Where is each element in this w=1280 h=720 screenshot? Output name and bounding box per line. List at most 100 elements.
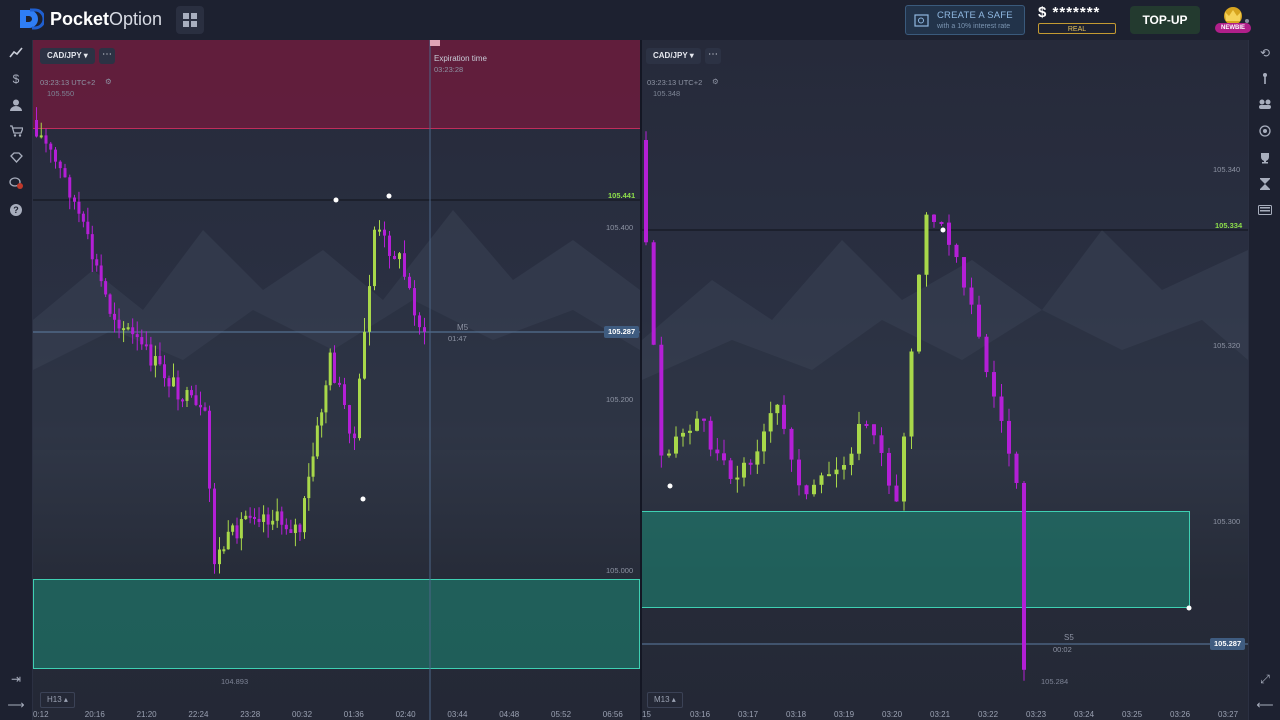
top-price-label: 105.348 [653,89,681,98]
timer-countdown: 01:47 [448,334,467,343]
asset-selector[interactable]: CAD/JPY ▾ [40,48,95,64]
candle-body [879,435,884,453]
candle-body [735,477,740,480]
safe-icon [914,14,929,27]
diamond-icon[interactable] [8,149,24,165]
candle-body [117,319,121,329]
candle-body [54,149,57,162]
collapse-icon[interactable]: ⟵ [1256,698,1274,712]
candle-body [280,511,284,525]
candle-body [695,418,699,431]
candle-body [728,460,733,479]
balance-display[interactable]: $ ******* [1038,4,1100,21]
timer-countdown: 00:02 [1053,645,1072,654]
target-icon[interactable] [1257,123,1273,139]
mountain-backdrop [33,210,640,450]
x-tick: 03:24 [1074,710,1095,719]
candle-body [73,197,76,202]
candle-body [378,229,381,232]
candle-body [293,524,297,534]
cart-icon[interactable] [8,123,24,139]
candle-body [748,462,753,465]
candle-body [135,334,139,338]
candle-body [153,356,157,366]
x-tick: 03:18 [786,710,807,719]
candle-body [253,516,256,519]
x-tick: 00:32 [292,710,313,719]
hourglass-icon[interactable] [1257,176,1273,192]
candle-body [63,168,67,178]
x-tick: 03:21 [930,710,951,719]
y-tick: 105.400 [606,223,634,232]
timeframe-button[interactable]: M13 ▴ [647,692,683,708]
candle-body [222,549,226,552]
candle-body [90,234,94,260]
candle-body [194,395,198,405]
help-icon[interactable]: ? [8,202,24,218]
candle-body [667,453,671,456]
chat-icon[interactable] [8,175,24,191]
signals-icon[interactable] [1257,70,1273,86]
panel-divider[interactable] [640,40,642,720]
user-icon[interactable] [8,97,24,113]
chart-clock: 03:23:13 UTC+2 [40,78,96,87]
candle-body [231,525,235,532]
currency-symbol: $ [1038,4,1048,21]
buy-zone [33,579,640,669]
candle-body [320,412,324,426]
chart-menu-button[interactable]: ⋯ [99,48,115,64]
expiration-time: 03:23:28 [434,65,464,74]
keyboard-icon[interactable] [1257,202,1273,218]
left-chart-panel[interactable]: CAD/JPY ▾ ⋯ 03:23:13 UTC+2 ⚙ 105.550 Exp… [33,40,640,720]
create-safe-button[interactable]: CREATE A SAFE with a 10% interest rate [905,5,1025,35]
timeframe-button[interactable]: H13 ▴ [40,692,75,708]
asset-selector[interactable]: CAD/JPY ▾ [646,48,701,64]
candle-body [804,485,809,495]
candle-body [864,424,869,427]
candle-body [248,515,252,518]
x-tick: 20:16 [84,710,105,719]
x-tick: 03:22 [978,710,999,719]
fullscreen-icon[interactable]: ⤢ [1260,671,1270,686]
candle-body [681,432,685,437]
candle-body [104,281,108,295]
settings-gear-icon[interactable]: ⚙ [712,77,719,86]
candle-body [298,524,302,533]
candle-body [755,451,760,465]
dollar-icon[interactable]: $ [12,72,20,86]
layout-grid-button[interactable] [176,6,204,34]
top-bar: PocketOption CREATE A SAFE with a 10% in… [0,0,1280,41]
safe-subtitle: with a 10% interest rate [937,23,1011,30]
svg-text:?: ? [13,205,19,215]
chart-icon[interactable] [8,45,24,61]
logo[interactable]: PocketOption [18,8,162,30]
marker-point [386,193,392,199]
x-tick: 05:52 [551,710,572,719]
timeframe-label: H13 [47,695,62,704]
logout-icon[interactable]: ⇥ [10,672,22,686]
timer-timeframe: S5 [1064,633,1074,642]
candle-body [226,531,230,550]
social-icon[interactable] [1257,96,1273,112]
candle-body [284,524,288,530]
candle-body [708,420,713,450]
expand-icon[interactable]: ⟶ [7,698,25,712]
trophy-icon[interactable] [1257,150,1273,166]
expiration-flag-icon [430,40,440,46]
candle-body [303,498,306,533]
candle-body [857,424,861,454]
candle-body [834,469,839,475]
history-icon[interactable]: ⟲ [1259,46,1271,60]
candle-body [208,410,211,489]
right-chart-panel[interactable]: CAD/JPY ▾ ⋯ 03:23:13 UTC+2 ⚙ 105.348 105… [642,40,1248,720]
x-tick: 23:28 [240,710,261,719]
candle-body [176,377,180,400]
account-type-badge[interactable]: REAL [1038,23,1116,34]
settings-gear-icon[interactable]: ⚙ [105,77,112,86]
top-up-button[interactable]: TOP-UP [1130,6,1200,34]
candle-body [999,396,1004,421]
candle-body [368,286,371,332]
avatar[interactable] [1216,4,1250,36]
chart-menu-button[interactable]: ⋯ [705,48,721,64]
candle-body [413,288,416,316]
